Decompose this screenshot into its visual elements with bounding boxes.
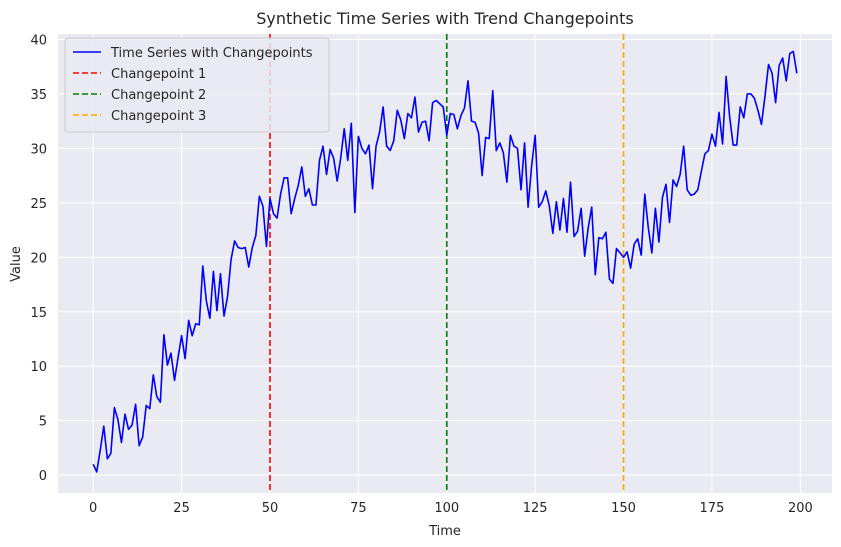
time-series-line: [92, 50, 798, 473]
legend: Time Series with Changepoints Changepoint…: [64, 37, 330, 133]
x-tick-label: 200: [788, 501, 813, 516]
y-tick-label: 35: [30, 88, 47, 103]
y-tick-label: 30: [30, 142, 47, 157]
y-tick-label: 5: [39, 415, 47, 430]
x-tick-label: 150: [611, 501, 636, 516]
x-tick-label: 175: [700, 501, 725, 516]
y-axis-label: Value: [9, 246, 24, 282]
legend-label: Changepoint 2: [111, 88, 206, 103]
legend-box: [64, 37, 330, 133]
chart-title: Synthetic Time Series with Trend Changep…: [256, 9, 633, 28]
y-tick-labels: 0 5 10 15 20 25 30 35 40: [30, 33, 47, 484]
y-tick-label: 20: [30, 251, 47, 266]
legend-label: Changepoint 1: [111, 67, 206, 82]
x-tick-label: 125: [523, 501, 548, 516]
x-tick-label: 25: [173, 501, 190, 516]
y-tick-label: 25: [30, 197, 47, 212]
series-layer: [92, 50, 798, 473]
y-tick-label: 10: [30, 360, 47, 375]
x-tick-label: 100: [434, 501, 459, 516]
x-tick-label: 75: [350, 501, 367, 516]
x-axis-label: Time: [428, 524, 461, 539]
y-tick-label: 40: [30, 33, 47, 48]
legend-label: Time Series with Changepoints: [110, 46, 313, 61]
x-tick-label: 0: [89, 501, 97, 516]
y-tick-label: 0: [39, 469, 47, 484]
x-tick-labels: 0 25 50 75 100 125 150 175 200: [89, 501, 813, 516]
y-tick-label: 15: [30, 306, 47, 321]
x-tick-label: 50: [262, 501, 279, 516]
legend-label: Changepoint 3: [111, 109, 206, 124]
